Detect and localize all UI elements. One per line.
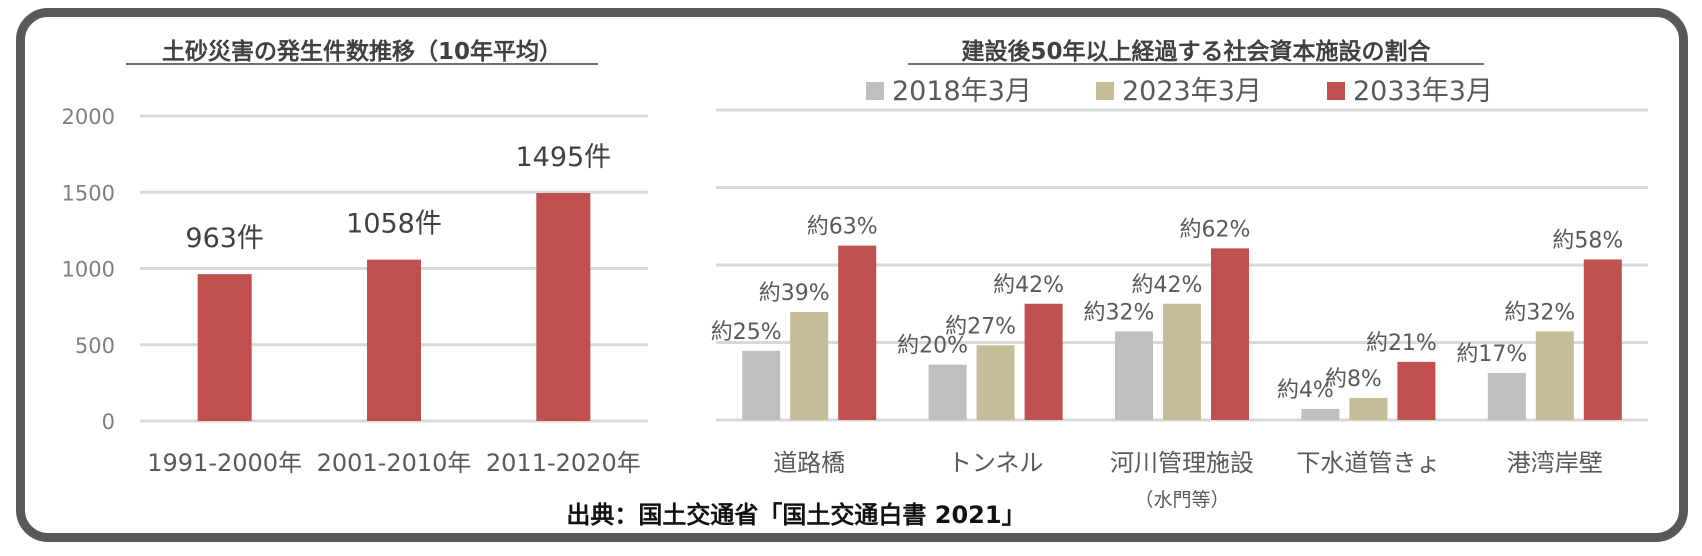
right-bar bbox=[1024, 303, 1063, 420]
right-category-label: 道路橋 bbox=[773, 449, 845, 477]
legend-swatch bbox=[1096, 82, 1114, 100]
right-bar-data-label: 約27% bbox=[945, 314, 1016, 339]
right-bar-data-label: 約62% bbox=[1180, 217, 1251, 242]
left-y-tick-label: 500 bbox=[75, 334, 115, 358]
right-bar bbox=[976, 345, 1015, 420]
right-bar bbox=[742, 350, 781, 420]
right-bar-data-label: 約20% bbox=[897, 334, 968, 359]
right-bar-data-label: 約42% bbox=[1132, 273, 1203, 298]
right-bar bbox=[1163, 303, 1201, 420]
left-bar bbox=[197, 274, 252, 421]
right-bar bbox=[1115, 331, 1153, 420]
left-bar-data-label: 963件 bbox=[185, 223, 264, 254]
left-y-tick-label: 1500 bbox=[62, 181, 115, 205]
source-note: 出典：国土交通省「国土交通白書 2021」 bbox=[566, 501, 1025, 529]
right-bar bbox=[1535, 331, 1574, 420]
right-bar bbox=[1487, 372, 1526, 420]
left-category-label: 1991-2000年 bbox=[147, 449, 302, 477]
right-bar-data-label: 約32% bbox=[1504, 300, 1575, 325]
right-bar bbox=[1397, 361, 1436, 420]
left-y-tick-label: 0 bbox=[102, 410, 115, 434]
right-bar-data-label: 約63% bbox=[807, 215, 878, 240]
right-bar bbox=[1211, 248, 1249, 420]
landslide-chart: 土砂災害の発生件数推移（10年平均） 0 500 1000 1500 2000 963件… bbox=[62, 38, 648, 477]
left-y-tick-label: 2000 bbox=[62, 105, 115, 129]
left-category-label: 2011-2020年 bbox=[486, 449, 641, 477]
right-bar bbox=[1301, 408, 1340, 420]
right-bar-data-label: 約17% bbox=[1456, 342, 1527, 367]
right-bar-data-label: 約58% bbox=[1552, 228, 1623, 253]
left-bar-data-label: 1495件 bbox=[515, 142, 611, 173]
right-bar bbox=[1349, 397, 1388, 420]
left-category-label: 2001-2010年 bbox=[317, 449, 472, 477]
right-category-label: 下水道管きょ bbox=[1296, 449, 1440, 477]
right-category-label: トンネル bbox=[948, 449, 1044, 477]
legend-swatch bbox=[866, 82, 884, 100]
right-category-label: 河川管理施設 bbox=[1110, 449, 1254, 477]
right-category-sublabel: （水門等） bbox=[1134, 489, 1229, 511]
right-bar-data-label: 約4% bbox=[1277, 378, 1334, 403]
left-chart-title: 土砂災害の発生件数推移（10年平均） bbox=[162, 38, 562, 65]
left-bar-data-label: 1058件 bbox=[346, 209, 442, 240]
left-bar bbox=[536, 193, 591, 421]
left-y-tick-label: 1000 bbox=[62, 258, 115, 282]
legend-label: 2033年3月 bbox=[1353, 76, 1493, 107]
right-bar bbox=[1583, 259, 1622, 420]
right-bar-data-label: 約8% bbox=[1325, 367, 1382, 392]
right-bar-data-label: 約21% bbox=[1366, 331, 1437, 356]
infrastructure-aging-chart: 建設後50年以上経過する社会資本施設の割合 2018年3月 2023年3月 2033… bbox=[711, 38, 1648, 511]
right-category-label: 港湾岸壁 bbox=[1507, 449, 1603, 477]
right-chart-title: 建設後50年以上経過する社会資本施設の割合 bbox=[961, 38, 1431, 65]
right-bar-data-label: 約42% bbox=[993, 273, 1064, 298]
left-bar bbox=[367, 259, 421, 421]
legend-label: 2023年3月 bbox=[1122, 76, 1262, 107]
right-bar bbox=[928, 364, 967, 420]
right-bar-data-label: 約32% bbox=[1084, 300, 1155, 325]
right-bar-data-label: 約39% bbox=[759, 281, 830, 306]
legend-label: 2018年3月 bbox=[892, 76, 1032, 107]
right-bar bbox=[838, 245, 877, 420]
right-bar-data-label: 約25% bbox=[711, 320, 782, 345]
right-bar bbox=[790, 312, 829, 420]
legend-swatch bbox=[1327, 82, 1345, 100]
